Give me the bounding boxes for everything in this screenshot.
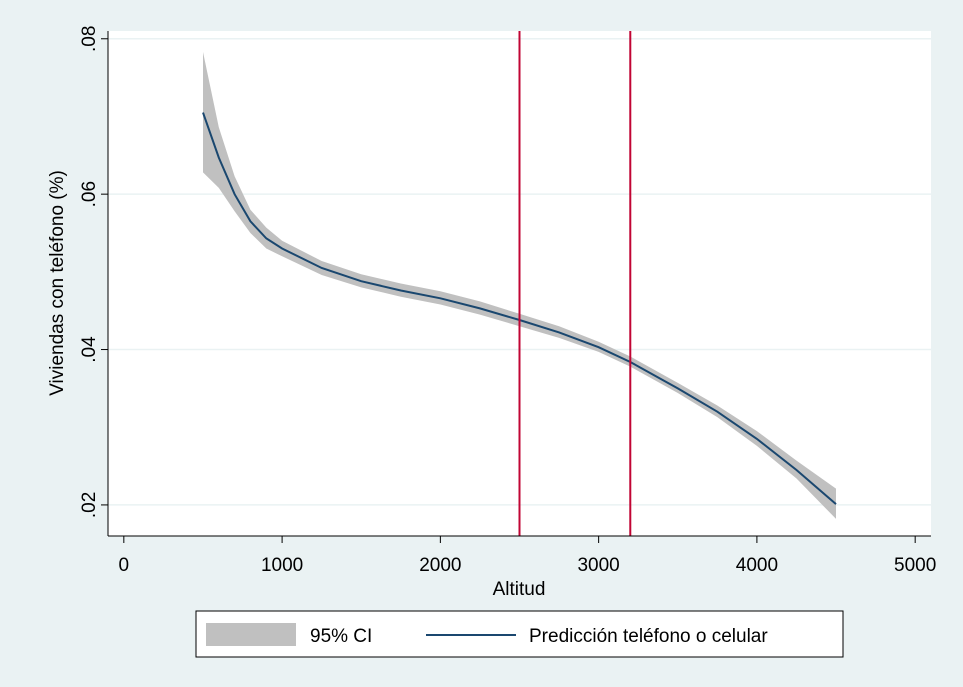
legend-ci-label: 95% CI (310, 626, 372, 647)
y-ticks: .02 .04 .06 .08 (79, 26, 108, 518)
x-axis-label: Altitud (493, 579, 546, 600)
prediction-line-layer (202, 112, 837, 505)
y-axis-label: Viviendas con teléfono (%) (47, 170, 68, 396)
x-tick-label: 2000 (419, 555, 461, 576)
reference-lines (518, 31, 632, 536)
y-tick-label: .08 (79, 26, 100, 52)
x-ticks: 0 1000 2000 3000 4000 5000 (119, 536, 936, 576)
x-tick-label: 5000 (894, 555, 936, 576)
x-tick-label: 3000 (577, 555, 619, 576)
x-tick-label: 4000 (736, 555, 778, 576)
x-tick-label: 1000 (261, 555, 303, 576)
y-tick-label: .04 (79, 336, 100, 363)
y-tick-label: .06 (79, 181, 100, 207)
x-tick-label: 0 (119, 555, 130, 576)
legend-ci-swatch (206, 623, 296, 646)
prediction-line (202, 112, 837, 505)
legend-prediction-label: Predicción teléfono o celular (529, 626, 768, 647)
legend-box (195, 610, 844, 658)
y-tick-label: .02 (79, 492, 100, 518)
legend: 95% CI Predicción teléfono o celular (195, 610, 844, 658)
axes (107, 31, 931, 537)
